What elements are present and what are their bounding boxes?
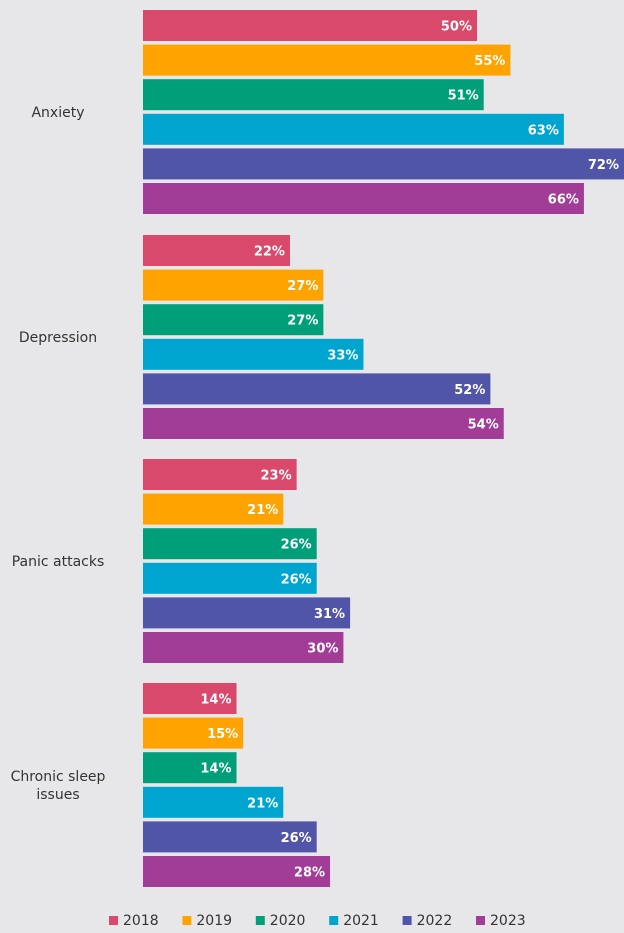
category-labels: Anxiety Depression Panic attacks Chronic sl… [11, 105, 106, 803]
legend: 2018 2019 2020 2021 2022 2023 [109, 913, 526, 929]
data-label: 26% [281, 538, 312, 553]
bar-2019-1 [143, 269, 324, 301]
data-label: 27% [287, 314, 318, 329]
data-label: 26% [281, 572, 312, 587]
data-label: 26% [281, 831, 312, 846]
data-label: 52% [454, 383, 485, 398]
data-label: 23% [261, 469, 292, 484]
data-label: 55% [474, 54, 505, 69]
legend-swatch [402, 916, 412, 925]
bar-2020-3 [143, 752, 237, 784]
legend-item-2018: 2018 [109, 913, 159, 929]
legend-label: 2022 [417, 913, 453, 929]
bar-2021-1 [143, 338, 364, 370]
data-label: 31% [314, 607, 345, 622]
data-label: 27% [287, 279, 318, 294]
bars-layer: 50% 55% 51% 63% 72% 66% 22% 27% 27% 33% 52% 54% 23% 2… [143, 10, 624, 887]
bar-2020-1 [143, 304, 324, 336]
data-label: 50% [441, 20, 472, 35]
bar-2018-0 [143, 10, 478, 41]
bar-2018-3 [143, 683, 237, 714]
legend-label: 2021 [343, 913, 379, 929]
legend-item-2021: 2021 [329, 913, 379, 929]
bar-2021-3 [143, 786, 284, 818]
data-label: 21% [247, 503, 278, 518]
category-label: Depression [19, 330, 97, 346]
legend-swatch [329, 916, 339, 925]
legend-item-2020: 2020 [255, 913, 306, 929]
bar-2022-2 [143, 597, 351, 629]
bar-2023-3 [143, 856, 331, 887]
data-label: 14% [200, 762, 231, 777]
data-label: 14% [200, 693, 231, 708]
legend-swatch [476, 916, 485, 925]
legend-item-2019: 2019 [182, 913, 232, 929]
bar-2021-2 [143, 562, 317, 594]
bar-2021-0 [143, 113, 564, 145]
bar-2022-0 [143, 148, 624, 180]
legend-item-2023: 2023 [476, 913, 526, 929]
legend-label: 2020 [270, 913, 306, 929]
data-label: 28% [294, 866, 325, 881]
bar-2023-1 [143, 408, 504, 439]
legend-swatch [255, 916, 265, 925]
data-label: 30% [307, 642, 338, 657]
bar-2018-2 [143, 459, 297, 490]
data-label: 72% [588, 158, 619, 173]
data-label: 21% [247, 796, 278, 811]
bar-2019-0 [143, 44, 511, 76]
bar-2023-0 [143, 183, 584, 214]
legend-item-2022: 2022 [402, 913, 453, 929]
bar-2022-3 [143, 821, 317, 853]
bar-2023-2 [143, 632, 344, 663]
legend-label: 2023 [490, 913, 526, 929]
legend-label: 2018 [123, 913, 159, 929]
legend-swatch [182, 916, 192, 925]
bar-2020-0 [143, 79, 484, 111]
bar-2019-2 [143, 493, 284, 525]
bar-2018-1 [143, 235, 290, 266]
bar-2020-2 [143, 528, 317, 560]
data-label: 33% [327, 348, 358, 363]
data-label: 66% [548, 193, 579, 208]
category-label: Anxiety [31, 105, 84, 121]
data-label: 51% [448, 89, 479, 104]
data-label: 54% [468, 418, 499, 433]
data-label: 15% [207, 727, 238, 742]
category-label: Chronic sleep issues [11, 769, 106, 803]
legend-label: 2019 [196, 913, 232, 929]
bar-2019-3 [143, 717, 244, 749]
data-label: 63% [528, 123, 559, 138]
category-label: Panic attacks [12, 554, 105, 570]
data-label: 22% [254, 245, 285, 260]
legend-swatch [109, 916, 118, 925]
bar-2022-1 [143, 373, 491, 405]
